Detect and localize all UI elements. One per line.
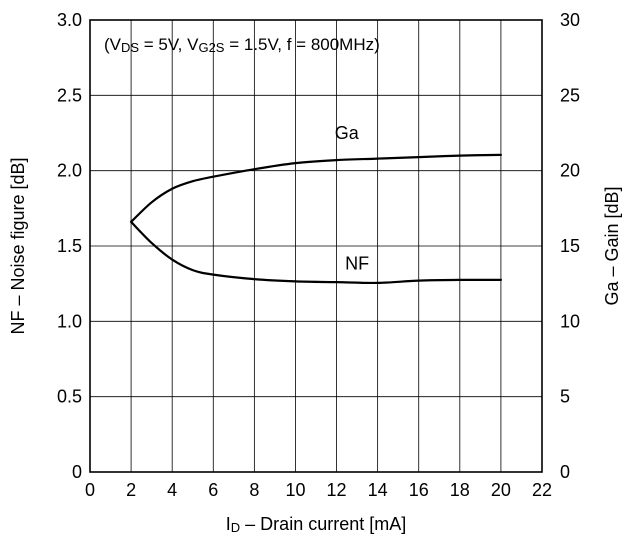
- x-tick-label: 6: [208, 480, 218, 500]
- x-tick-label: 22: [532, 480, 552, 500]
- conditions-label: (VDS = 5V, VG2S = 1.5V, f = 800MHz): [104, 35, 380, 55]
- x-tick-label: 18: [450, 480, 470, 500]
- y-right-tick-label: 30: [560, 10, 580, 30]
- x-tick-label: 8: [249, 480, 259, 500]
- series-label-nf: NF: [345, 253, 369, 273]
- x-tick-label: 4: [167, 480, 177, 500]
- series-label-ga: Ga: [335, 123, 360, 143]
- y-left-tick-label: 0: [72, 462, 82, 482]
- y-right-tick-label: 0: [560, 462, 570, 482]
- y-right-tick-label: 5: [560, 387, 570, 407]
- x-tick-label: 16: [409, 480, 429, 500]
- y-right-tick-label: 25: [560, 85, 580, 105]
- y-left-tick-label: 1.0: [57, 311, 82, 331]
- y-left-tick-label: 2.5: [57, 85, 82, 105]
- y-right-tick-label: 20: [560, 161, 580, 181]
- y-right-tick-label: 15: [560, 236, 580, 256]
- grid-lines: [90, 20, 542, 472]
- plot-frame: [89, 19, 543, 473]
- series-curves: Ga NF: [129, 123, 503, 285]
- x-tick-label: 0: [85, 480, 95, 500]
- series-line-ga: [129, 153, 503, 223]
- series-line-nf: [129, 220, 503, 285]
- tick-labels: 0 2 4 6 8 10 12 14 16 18 20 22 0 0.5 1.0 1.5 2.0 2.5 3.0 0 5…: [57, 10, 580, 500]
- y-right-tick-label: 10: [560, 311, 580, 331]
- y-left-tick-label: 1.5: [57, 236, 82, 256]
- x-tick-label: 14: [368, 480, 388, 500]
- y-axis-title-right: Ga – Gain [dB]: [602, 186, 622, 305]
- y-left-tick-label: 3.0: [57, 10, 82, 30]
- y-axis-title-left: NF – Noise figure [dB]: [8, 157, 28, 334]
- y-left-tick-label: 0.5: [57, 387, 82, 407]
- y-left-tick-label: 2.0: [57, 161, 82, 181]
- x-axis-title: ID – Drain current [mA]: [226, 514, 406, 535]
- x-tick-label: 2: [126, 480, 136, 500]
- x-tick-label: 12: [327, 480, 347, 500]
- x-tick-label: 20: [491, 480, 511, 500]
- x-tick-label: 10: [285, 480, 305, 500]
